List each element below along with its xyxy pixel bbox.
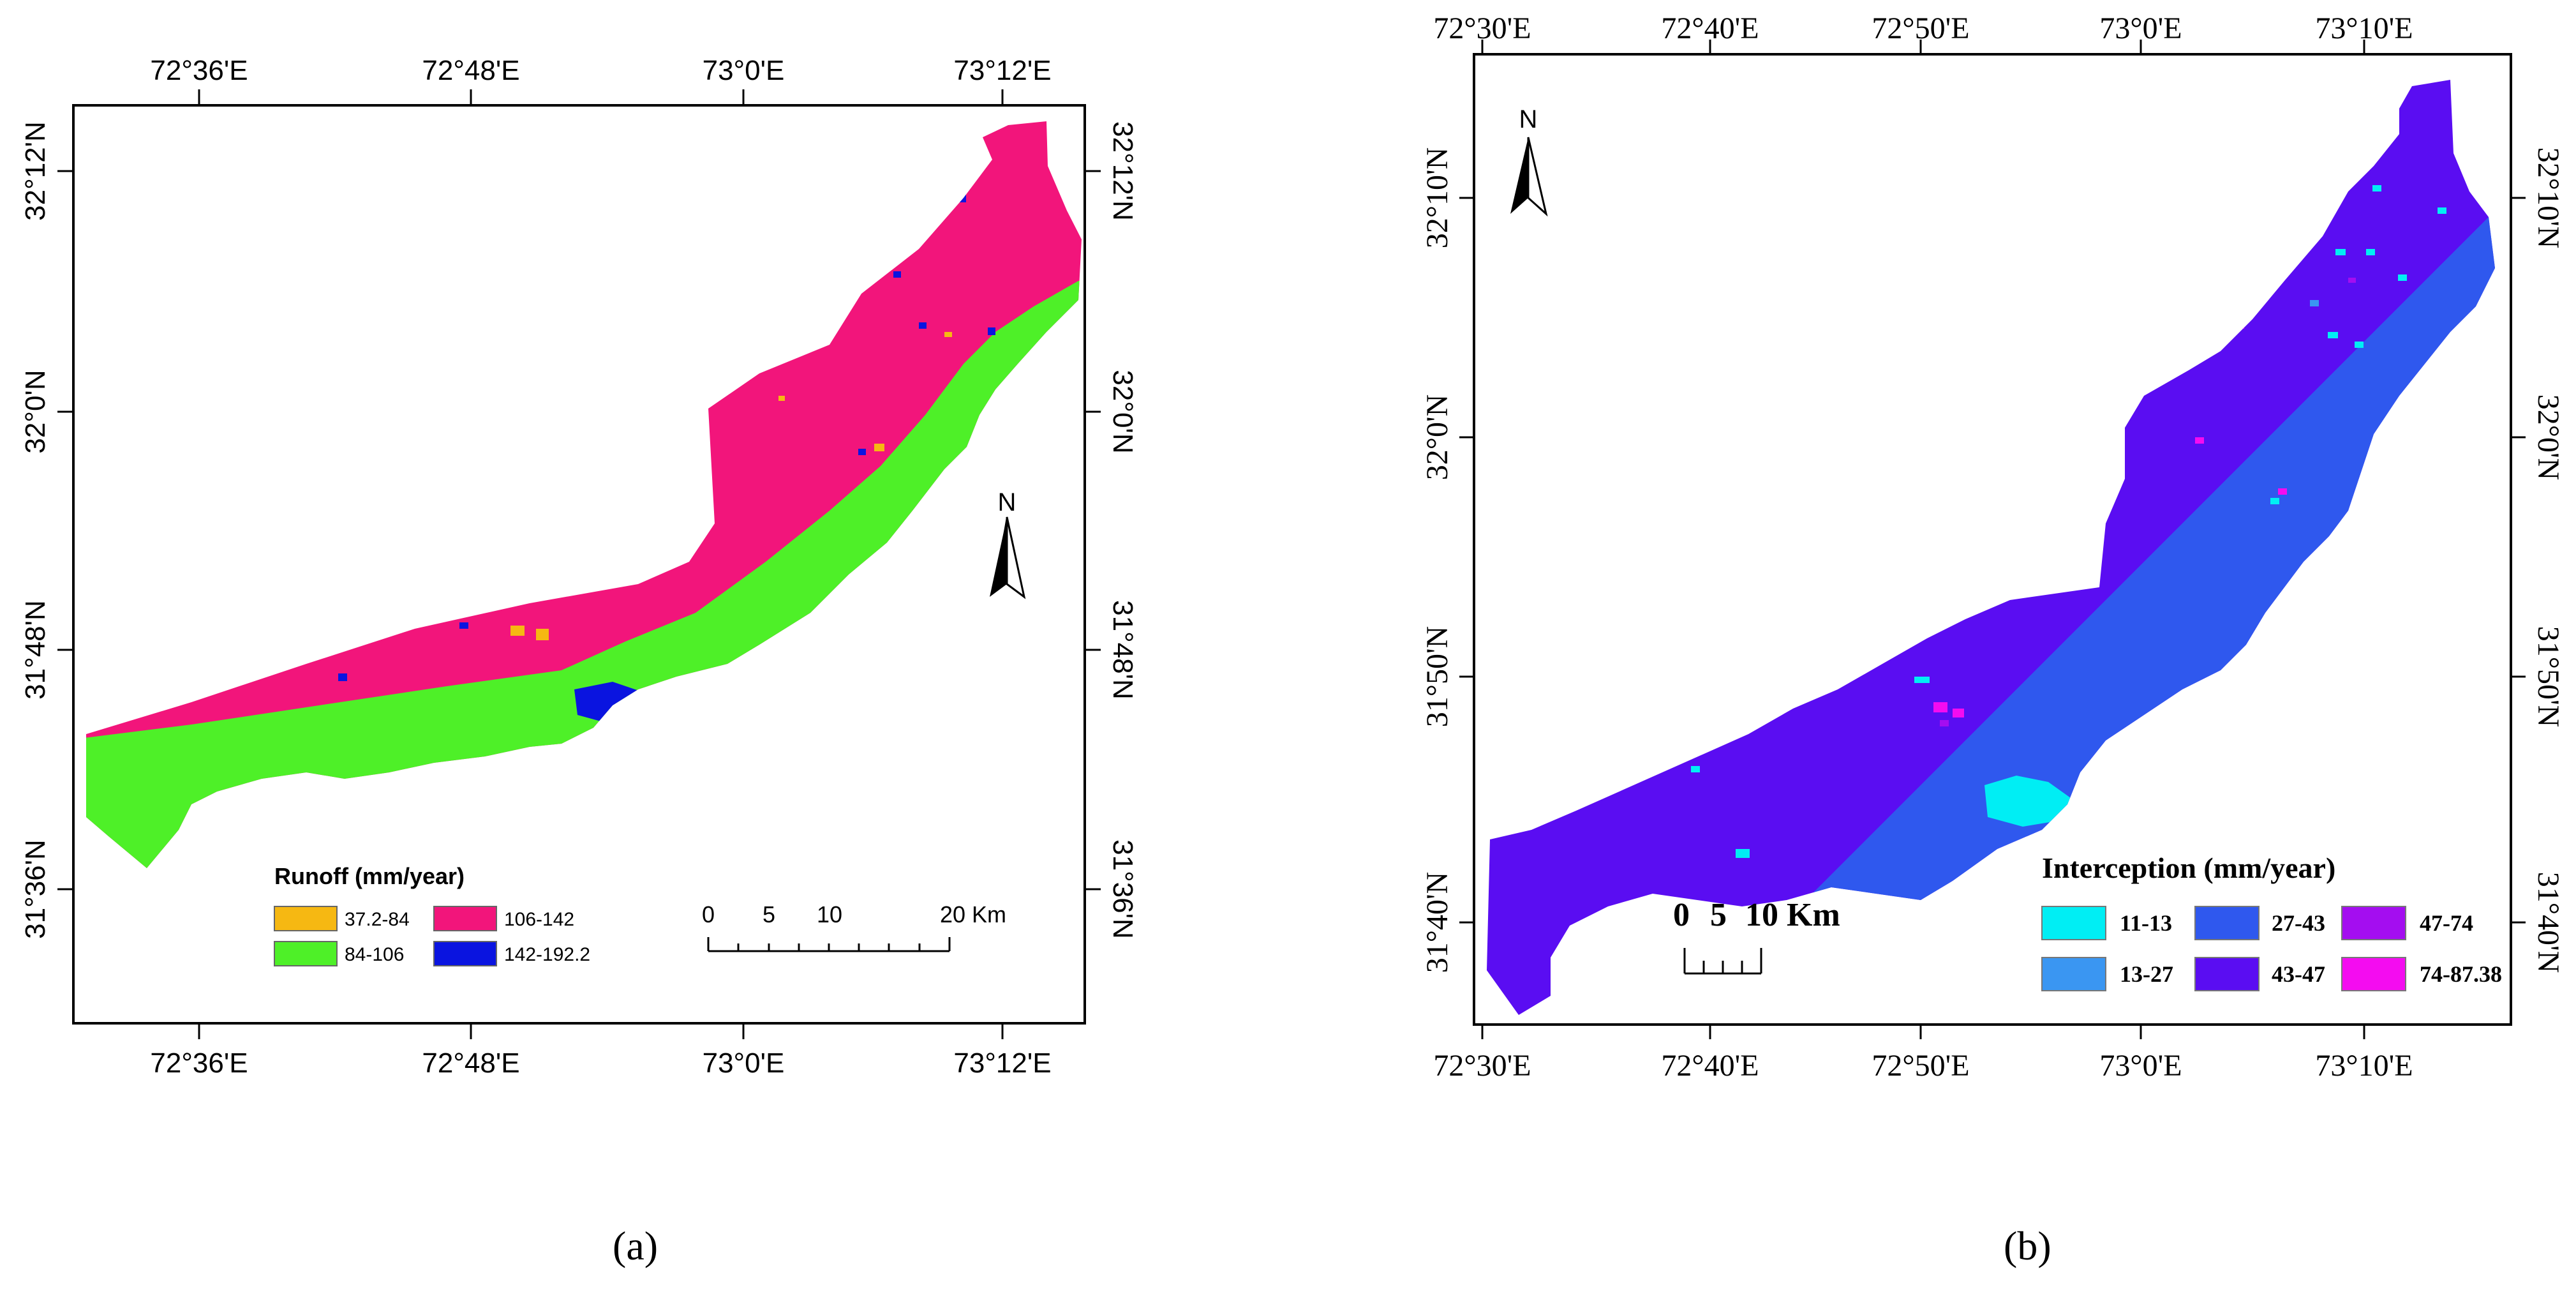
top-tick-label-b: 72°40'E (1661, 11, 1759, 45)
right-tick-label-b: 32°0'N (2531, 394, 2565, 481)
scale-bar-a: 0 5 10 20 Km (702, 901, 1006, 952)
bottom-tick-label-a: 72°48'E (422, 1048, 519, 1079)
caption-b: (b) (2004, 1223, 2051, 1268)
legend-label-a: 37.2-84 (345, 909, 410, 930)
left-tick-label-b: 32°0'N (1420, 394, 1454, 481)
legend-label-b: 43-47 (2272, 961, 2325, 987)
top-tick-label-b: 73°0'E (2099, 11, 2182, 45)
legend-swatch-a (274, 906, 338, 931)
scale-label-a: 20 Km (940, 901, 1006, 928)
legend-label-a: 106-142 (504, 909, 574, 930)
panel-a: 72°36'E 72°48'E 73°0'E 73°12'E 72°36'E 7… (20, 55, 1138, 1079)
scale-label-b: 0 (1673, 897, 1690, 933)
legend-swatch-b (2041, 957, 2106, 991)
bottom-tick-label-a: 73°12'E (953, 1048, 1051, 1079)
left-tick-label-a: 32°12'N (20, 121, 51, 221)
right-tick-label-a: 31°48'N (1107, 600, 1138, 700)
top-tick-label-a: 73°0'E (703, 55, 785, 86)
legend-label-b: 74-87.38 (2420, 961, 2502, 987)
north-label-b: N (1519, 105, 1538, 133)
caption-a: (a) (613, 1223, 659, 1268)
bottom-tick-label-b: 72°50'E (1872, 1049, 1969, 1083)
left-tick-label-b: 31°40'N (1420, 872, 1454, 973)
legend-swatch-b (2194, 906, 2260, 940)
legend-label-a: 142-192.2 (504, 944, 590, 965)
panel-b: 72°30'E 72°40'E 72°50'E 73°0'E 73°10'E 7… (1420, 11, 2565, 1083)
legend-label-b: 11-13 (2120, 910, 2172, 936)
left-tick-label-a: 32°0'N (20, 370, 51, 453)
bottom-tick-label-b: 72°40'E (1661, 1049, 1759, 1083)
scale-label-a: 0 (702, 901, 715, 928)
legend-b: 11-13 27-43 47-74 13-27 43-47 74-87.38 (2041, 906, 2502, 991)
top-tick-label-a: 72°36'E (150, 55, 248, 86)
bottom-tick-label-a: 73°0'E (703, 1048, 785, 1079)
scale-label-b: 5 (1710, 897, 1727, 933)
legend-a: 37.2-84 106-142 84-106 142-192.2 (274, 906, 590, 966)
legend-swatch-a (433, 941, 497, 966)
right-tick-label-b: 31°40'N (2531, 872, 2565, 973)
bottom-tick-label-b: 73°0'E (2099, 1049, 2182, 1083)
legend-swatch-a (433, 906, 497, 931)
legend-swatch-a (274, 941, 338, 966)
left-tick-label-b: 32°10'N (1420, 147, 1454, 249)
tick-marks-b (1459, 40, 2526, 1039)
right-tick-label-b: 32°10'N (2531, 147, 2565, 249)
bottom-tick-label-b: 73°10'E (2315, 1049, 2413, 1083)
top-tick-label-a: 72°48'E (422, 55, 519, 86)
legend-label-a: 84-106 (345, 944, 404, 965)
legend-label-b: 13-27 (2120, 961, 2173, 987)
scale-bar-b: 0 5 10 Km (1673, 897, 1840, 975)
legend-swatch-b (2341, 906, 2406, 940)
legend-swatch-b (2041, 906, 2106, 940)
left-tick-label-b: 31°50'N (1420, 626, 1454, 728)
scale-label-a: 5 (763, 901, 775, 928)
legend-label-b: 47-74 (2420, 910, 2473, 936)
right-tick-label-a: 32°12'N (1107, 121, 1138, 221)
north-arrow-icon (1510, 137, 1548, 217)
top-tick-label-b: 72°30'E (1433, 11, 1531, 45)
legend-label-b: 27-43 (2272, 910, 2325, 936)
legend-swatch-b (2341, 957, 2406, 991)
bottom-tick-label-a: 72°36'E (150, 1048, 248, 1079)
top-tick-label-a: 73°12'E (953, 55, 1051, 86)
right-tick-label-a: 32°0'N (1107, 370, 1138, 453)
top-tick-label-b: 72°50'E (1872, 11, 1969, 45)
legend-swatch-b (2194, 957, 2260, 991)
top-tick-label-b: 73°10'E (2315, 11, 2413, 45)
scale-label-a: 10 (817, 901, 842, 928)
north-label-a: N (998, 488, 1016, 516)
legend-title-b: Interception (mm/year) (2042, 852, 2335, 884)
legend-title-a: Runoff (mm/year) (274, 863, 465, 889)
scale-label-b: 10 Km (1745, 897, 1840, 933)
tick-marks-a (57, 89, 1101, 1039)
right-tick-label-a: 31°36'N (1107, 839, 1138, 939)
bottom-tick-label-b: 72°30'E (1433, 1049, 1531, 1083)
interception-zone-47-74 (1940, 278, 2356, 726)
north-arrow-icon (990, 516, 1026, 599)
left-tick-label-a: 31°36'N (20, 839, 51, 939)
left-tick-label-a: 31°48'N (20, 600, 51, 700)
right-tick-label-b: 31°50'N (2531, 626, 2565, 728)
